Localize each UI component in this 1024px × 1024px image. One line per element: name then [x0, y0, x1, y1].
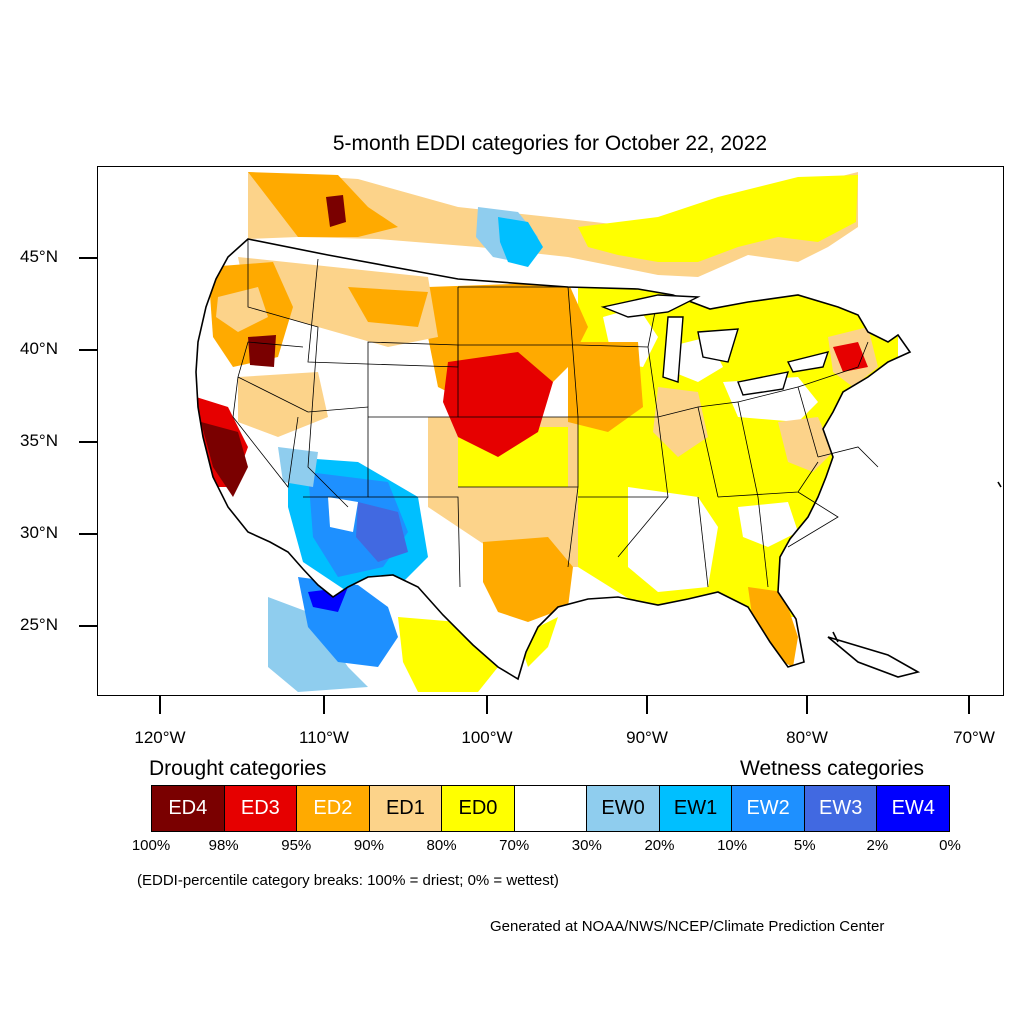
lon-tick: [323, 696, 325, 714]
break-label: 95%: [281, 837, 312, 854]
lon-tick: [486, 696, 488, 714]
lon-label-110w: 110°W: [299, 728, 349, 747]
lon-tick: [968, 696, 970, 714]
lon-label-100w: 100°W: [461, 728, 513, 747]
lon-label-120w: 120°W: [134, 728, 186, 747]
islands: [827, 481, 1002, 678]
credit-line: Generated at NOAA/NWS/NCEP/Climate Predi…: [490, 918, 885, 935]
legend-cell-ew3: EW3: [804, 786, 878, 831]
break-label: 90%: [353, 837, 384, 854]
outside-us-shading: [248, 172, 858, 692]
category-legend-bar: ED4 ED3 ED2 ED1 ED0 EW0 EW1 EW2 EW3 EW4: [151, 785, 950, 832]
break-label: 100%: [131, 837, 171, 854]
lon-tick: [806, 696, 808, 714]
eddi-map: [195, 172, 1002, 692]
lat-label-45n: 45°N: [20, 247, 58, 266]
break-label: 30%: [571, 837, 602, 854]
lon-label-90w: 90°W: [626, 728, 668, 747]
break-label: 5%: [793, 837, 816, 854]
legend-cell-ew2: EW2: [732, 786, 805, 831]
break-label: 70%: [499, 837, 530, 854]
lat-tick: [79, 257, 97, 259]
lon-label-70w: 70°W: [953, 728, 995, 747]
legend-cell-ew0: EW0: [587, 786, 660, 831]
lon-label-80w: 80°W: [786, 728, 828, 747]
legend-cell-ed3: ED3: [224, 786, 298, 831]
lat-label-35n: 35°N: [20, 431, 58, 450]
wetness-categories-heading: Wetness categories: [740, 757, 925, 780]
great-lakes: [600, 294, 830, 396]
lon-tick: [159, 696, 161, 714]
break-label: 2%: [866, 837, 889, 854]
legend-cell-ed0: ED0: [442, 786, 515, 831]
break-label: 0%: [939, 837, 961, 854]
legend-cell-ew1: EW1: [659, 786, 733, 831]
category-breaks-note: (EDDI-percentile category breaks: 100% =…: [137, 872, 559, 889]
lat-label-25n: 25°N: [20, 615, 58, 634]
lat-tick: [79, 625, 97, 627]
lon-tick: [646, 696, 648, 714]
drought-categories-heading: Drought categories: [149, 757, 327, 780]
break-label: 10%: [717, 837, 748, 854]
break-label: 80%: [426, 837, 457, 854]
legend-cell-ew4: EW4: [877, 786, 950, 831]
legend-cell-ed1: ED1: [369, 786, 443, 831]
map-title: 5-month EDDI categories for October 22, …: [332, 132, 768, 155]
legend-cell-neutral: [514, 786, 588, 831]
lat-tick: [79, 349, 97, 351]
lat-label-30n: 30°N: [20, 523, 58, 542]
lat-tick: [79, 533, 97, 535]
break-label: 98%: [208, 837, 239, 854]
legend-cell-ed4: ED4: [152, 786, 225, 831]
legend-cell-ed2: ED2: [297, 786, 370, 831]
lat-label-40n: 40°N: [20, 339, 58, 358]
lat-tick: [79, 441, 97, 443]
map-area: [97, 166, 1004, 696]
break-label: 20%: [644, 837, 675, 854]
eddi-category-patches: [196, 257, 898, 667]
